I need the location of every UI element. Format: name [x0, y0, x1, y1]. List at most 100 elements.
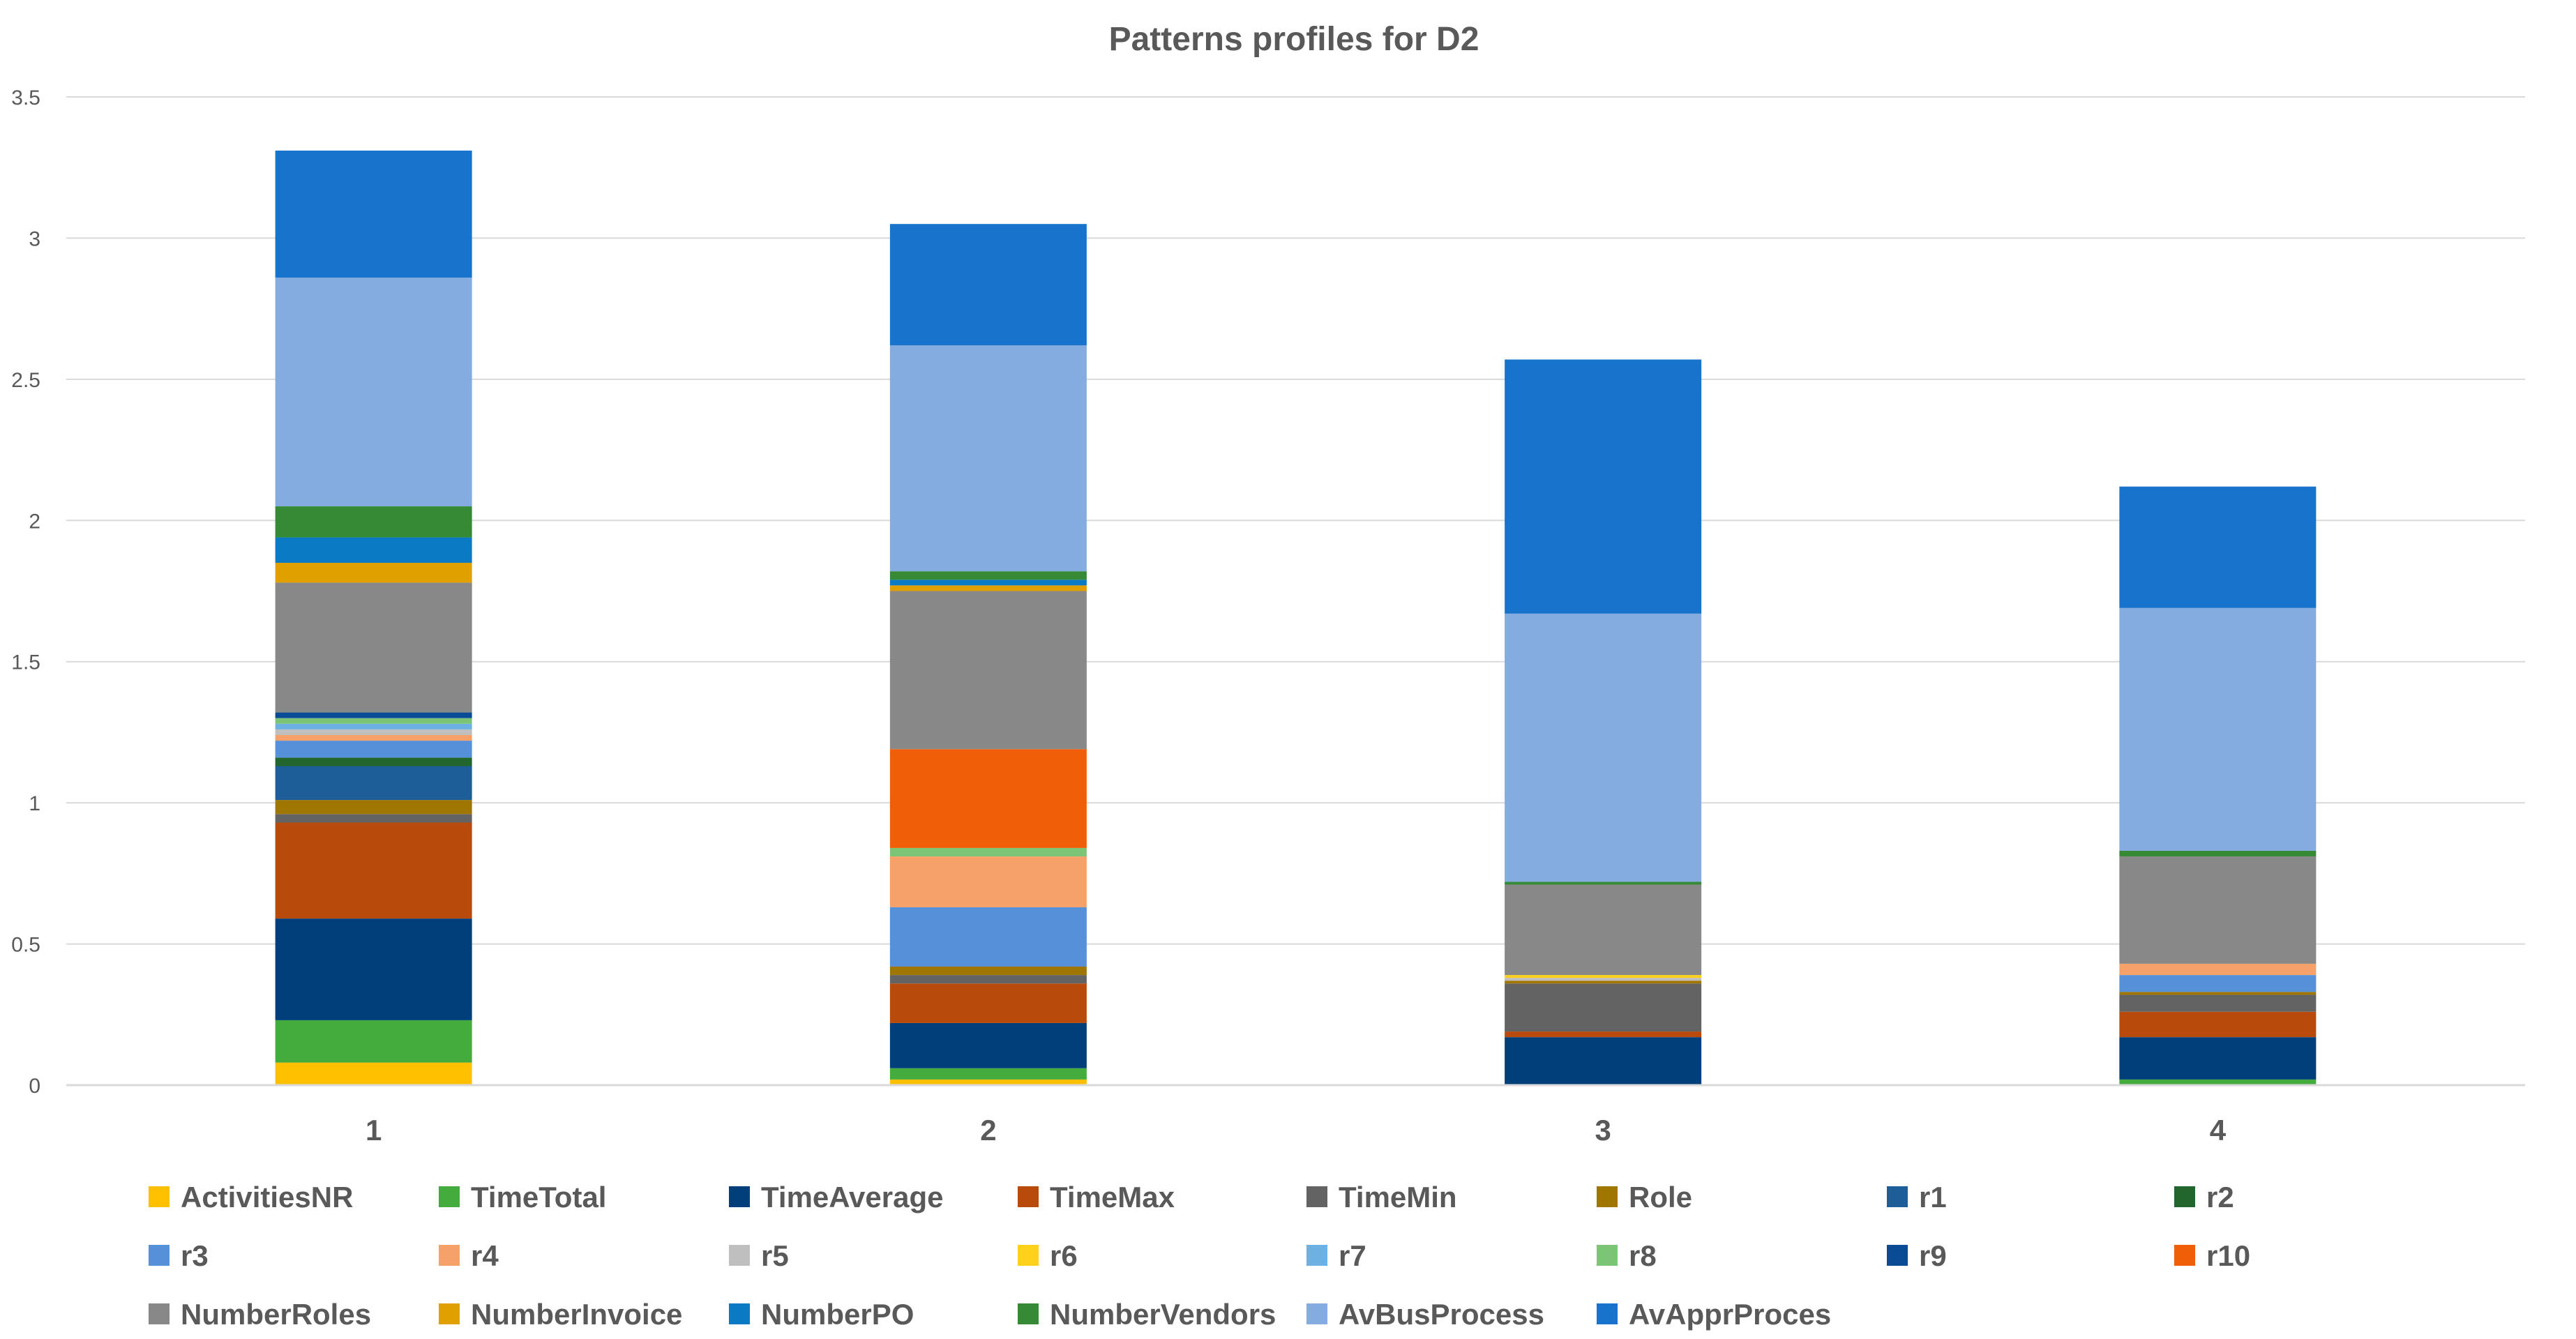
legend-label: ActivitiesNR [181, 1181, 353, 1213]
legend-swatch [2174, 1186, 2195, 1207]
bar-segment-numberinvoice [275, 563, 472, 583]
bar-segment-r6 [1505, 975, 1702, 978]
bar-segment-timemin [2119, 994, 2317, 1012]
bar-stack-2 [889, 224, 1087, 1085]
legend-swatch [149, 1303, 170, 1324]
legend-swatch [149, 1245, 170, 1266]
legend-label: AvApprProces [1629, 1298, 1831, 1331]
bar-segment-r3 [2119, 975, 2317, 992]
legend-item-r4: r4 [439, 1239, 499, 1272]
legend-label: r3 [181, 1239, 209, 1272]
bar-stacks [275, 150, 2317, 1085]
bar-segment-timemax [275, 822, 472, 919]
legend-item-numberinvoice: NumberInvoice [439, 1298, 682, 1331]
bar-segment-numbervendors [2119, 850, 2317, 857]
bar-segment-timetotal [275, 1020, 472, 1063]
legend-item-r5: r5 [729, 1239, 789, 1272]
legend-item-numberpo: NumberPO [729, 1298, 914, 1331]
legend-label: TimeMin [1339, 1181, 1457, 1213]
legend-swatch [1018, 1245, 1039, 1266]
legend-swatch [1887, 1245, 1908, 1266]
legend-item-r3: r3 [149, 1239, 209, 1272]
legend-swatch [439, 1186, 460, 1207]
bar-segment-timeaverage [889, 1022, 1087, 1068]
legend-label: TimeAverage [761, 1181, 943, 1213]
bar-stack-1 [275, 150, 472, 1085]
legend-label: r6 [1050, 1239, 1078, 1272]
bar-segment-r3 [889, 907, 1087, 967]
bar-segment-avbusprocess [889, 345, 1087, 572]
bar-segment-r2 [275, 757, 472, 766]
bar-segment-numberpo [889, 580, 1087, 586]
legend-label: TimeTotal [471, 1181, 606, 1213]
legend-item-numbervendors: NumberVendors [1018, 1298, 1276, 1331]
legend-label: NumberInvoice [471, 1298, 682, 1331]
legend-item-r9: r9 [1887, 1239, 1947, 1272]
legend-swatch [729, 1186, 750, 1207]
legend-item-avbusprocess: AvBusProcess [1306, 1298, 1544, 1331]
y-tick-label: 2.5 [11, 369, 40, 392]
bar-segment-timeaverage [275, 918, 472, 1020]
legend-label: r1 [1919, 1181, 1947, 1213]
bar-segment-activitiesnr [275, 1062, 472, 1085]
bar-segment-timemax [2119, 1011, 2317, 1038]
bar-segment-timeaverage [1505, 1037, 1702, 1085]
x-tick-label: 3 [1595, 1114, 1611, 1147]
y-tick-label: 0 [29, 1075, 40, 1098]
gridlines [66, 96, 2525, 945]
bar-segment-avbusprocess [2119, 607, 2317, 851]
legend-label: NumberVendors [1050, 1298, 1276, 1331]
legend-label: NumberRoles [181, 1298, 371, 1331]
legend-swatch [1306, 1245, 1327, 1266]
legend-label: r4 [471, 1239, 499, 1272]
bar-segment-avapprproces [889, 224, 1087, 346]
legend-swatch [439, 1303, 460, 1324]
legend-swatch [729, 1303, 750, 1324]
bar-segment-avbusprocess [275, 278, 472, 507]
legend-item-avapprproces: AvApprProces [1597, 1298, 1831, 1331]
y-tick-label: 1.5 [11, 651, 40, 674]
bar-segment-timemax [1505, 1031, 1702, 1038]
bar-segment-numberroles [889, 591, 1087, 750]
bar-segment-r8 [275, 718, 472, 724]
legend-swatch [439, 1245, 460, 1266]
legend-item-r6: r6 [1018, 1239, 1078, 1272]
bar-segment-r5 [1505, 978, 1702, 981]
bar-segment-r4 [275, 734, 472, 741]
y-tick-label: 2 [29, 510, 40, 533]
bar-segment-r5 [275, 729, 472, 735]
bar-segment-r1 [275, 766, 472, 801]
bar-segment-avbusprocess [1505, 613, 1702, 882]
legend-swatch [2174, 1245, 2195, 1266]
y-axis-ticks: 0 0.5 1 1.5 2 2.5 3 3.5 [11, 86, 40, 1098]
bar-segment-timetotal [2119, 1079, 2317, 1085]
legend-swatch [1597, 1245, 1618, 1266]
bar-segment-r9 [275, 712, 472, 718]
legend-label: r8 [1629, 1239, 1657, 1272]
bar-stack-3 [1505, 359, 1702, 1085]
bar-segment-numberroles [275, 582, 472, 713]
bar-segment-r7 [275, 723, 472, 729]
legend-label: r10 [2206, 1239, 2250, 1272]
x-tick-label: 4 [2210, 1114, 2227, 1147]
y-tick-label: 3 [29, 227, 40, 250]
bar-segment-numberinvoice [889, 585, 1087, 591]
legend-swatch [1018, 1186, 1039, 1207]
legend-item-numberroles: NumberRoles [149, 1298, 371, 1331]
legend-label: NumberPO [761, 1298, 914, 1331]
chart-title: Patterns profiles for D2 [1109, 21, 1479, 58]
bar-segment-numberpo [275, 537, 472, 563]
legend-swatch [1597, 1186, 1618, 1207]
bar-segment-role [275, 800, 472, 815]
bar-segment-numberroles [2119, 856, 2317, 964]
bar-segment-timemin [889, 975, 1087, 984]
y-tick-label: 3.5 [11, 86, 40, 109]
bar-segment-role [1505, 981, 1702, 984]
bar-segment-timetotal [889, 1068, 1087, 1080]
bar-segment-numbervendors [275, 506, 472, 538]
bar-segment-r10 [889, 749, 1087, 848]
bar-segment-timemin [1505, 983, 1702, 1032]
legend-label: r5 [761, 1239, 789, 1272]
legend-swatch [1887, 1186, 1908, 1207]
legend-item-r2: r2 [2174, 1181, 2234, 1213]
